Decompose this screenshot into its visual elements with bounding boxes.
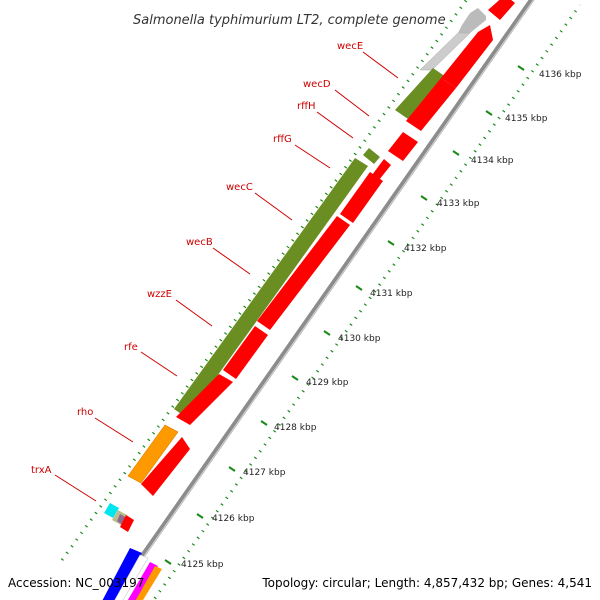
gene-label-wecd: wecD — [303, 79, 331, 90]
gene-rho — [127, 424, 179, 484]
scale-label-4132: 4132 kbp — [404, 244, 447, 254]
accession-label: Accession: NC_003197 — [8, 576, 144, 590]
label-leaders — [54, 51, 399, 502]
scale-label-4134: 4134 kbp — [471, 156, 514, 166]
cds-track-red — [141, 0, 515, 496]
gene-label-rho: rho — [77, 407, 93, 418]
scale-labels: 4125 kbp 4126 kbp 4127 kbp 4128 kbp 4129… — [181, 70, 582, 570]
gene-label-wecb: wecB — [186, 237, 213, 248]
scale-label-4127: 4127 kbp — [243, 468, 286, 478]
scale-label-4129: 4129 kbp — [306, 378, 349, 388]
scale-label-4128: 4128 kbp — [274, 423, 317, 433]
genome-backbone — [108, 0, 535, 600]
gene-label-rffg: rffG — [273, 134, 292, 145]
genome-summary: Topology: circular; Length: 4,857,432 bp… — [261, 576, 592, 590]
gene-trxa-group — [104, 503, 134, 532]
scale-label-4126: 4126 kbp — [212, 514, 255, 524]
scale-label-4135: 4135 kbp — [505, 114, 548, 124]
scale-label-4133: 4133 kbp — [437, 199, 480, 209]
scale-label-4131: 4131 kbp — [370, 289, 413, 299]
gene-track-olive — [174, 68, 446, 418]
gene-gray-top — [419, 8, 486, 71]
map-title: Salmonella typhimurium LT2, complete gen… — [133, 13, 446, 28]
scale-label-4125: 4125 kbp — [181, 560, 224, 570]
scale-label-4136: 4136 kbp — [539, 70, 582, 80]
gene-label-wece: wecE — [337, 41, 363, 52]
gene-label-rfe: rfe — [124, 342, 138, 353]
scale-label-4130: 4130 kbp — [338, 334, 381, 344]
gc-dot-track-outer — [151, 4, 582, 600]
gene-label-wecc: wecC — [226, 182, 253, 193]
gene-label-wzze: wzzE — [147, 289, 172, 300]
gene-label-trxa: trxA — [31, 465, 52, 476]
gene-bottom-group — [102, 548, 162, 600]
scale-ruler-ticks — [164, 65, 525, 565]
gene-label-rffh: rffH — [297, 101, 316, 112]
gene-labels: wecE wecD rffH rffG wecC wecB wzzE rfe r… — [31, 41, 363, 476]
